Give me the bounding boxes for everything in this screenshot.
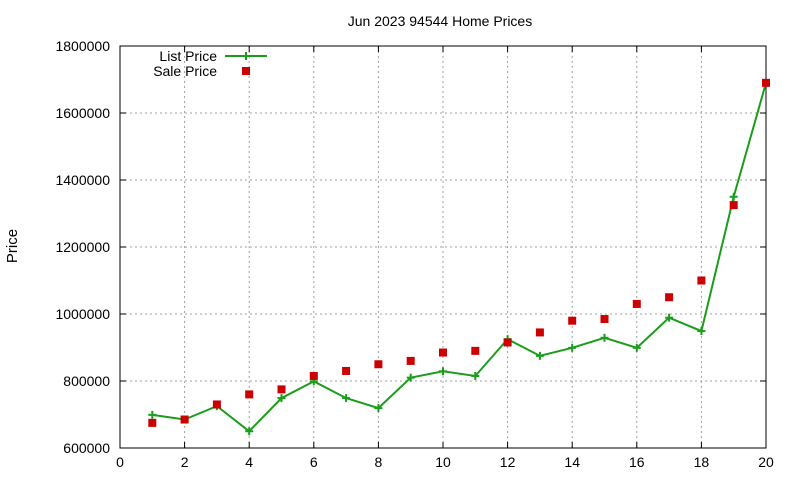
sale-price-point — [180, 415, 189, 424]
sale-price-point — [762, 78, 770, 87]
x-tick-label: 10 — [435, 454, 451, 470]
sale-price-point — [212, 400, 221, 409]
x-tick-label: 6 — [310, 454, 318, 470]
legend-label-sale-price: Sale Price — [153, 63, 217, 79]
list-price-point — [568, 343, 577, 352]
legend-marker-list-price — [242, 52, 250, 60]
list-price-point — [697, 327, 706, 336]
x-tick-label: 12 — [500, 454, 516, 470]
legend-label-list-price: List Price — [159, 48, 217, 64]
x-tick-label: 16 — [629, 454, 645, 470]
y-axis-label: Price — [4, 229, 21, 263]
legend: List Price Sale Price — [153, 48, 267, 79]
list-price-point — [665, 313, 674, 322]
sale-price-point — [697, 276, 706, 285]
series — [148, 78, 770, 436]
list-price-point — [148, 410, 157, 419]
sale-price-point — [406, 356, 415, 365]
list-price-line — [152, 82, 767, 433]
sale-price-point — [471, 346, 480, 355]
sale-price-point — [277, 385, 286, 394]
sale-price-point — [535, 328, 544, 337]
list-price-point — [374, 404, 383, 413]
grid — [120, 46, 766, 448]
list-price-point — [729, 192, 738, 201]
chart-title: Jun 2023 94544 Home Prices — [348, 13, 532, 29]
sale-price-point — [665, 293, 674, 302]
y-tick-label: 1200000 — [55, 239, 110, 255]
sale-price-point — [503, 338, 512, 347]
x-tick-label: 8 — [375, 454, 383, 470]
x-tick-label: 2 — [181, 454, 189, 470]
sale-price-point — [148, 418, 157, 427]
sale-price-point — [632, 299, 641, 308]
sale-price-point — [439, 348, 447, 357]
tick-labels: 0 2 4 6 8 10 12 14 16 18 20 600000 800000 1000000 1200… — [55, 38, 774, 470]
sale-price-point — [374, 360, 383, 369]
x-tick-label: 0 — [116, 454, 124, 470]
sale-price-point — [568, 316, 577, 325]
list-price-point — [439, 367, 447, 376]
list-price-point — [600, 333, 609, 342]
y-tick-label: 1400000 — [55, 172, 110, 188]
x-tick-label: 20 — [758, 454, 774, 470]
sale-price-point — [729, 201, 738, 210]
x-tick-label: 4 — [245, 454, 253, 470]
sale-price-point — [600, 315, 609, 324]
list-price-point — [342, 394, 351, 403]
legend-marker-sale-price — [242, 67, 250, 75]
x-tick-label: 18 — [694, 454, 710, 470]
y-tick-label: 800000 — [63, 373, 110, 389]
list-price-point — [245, 427, 254, 436]
y-tick-label: 1600000 — [55, 105, 110, 121]
list-price-point — [406, 373, 415, 382]
list-price-point — [471, 371, 480, 380]
list-price-point — [535, 351, 544, 360]
sale-price-point — [309, 371, 318, 380]
x-tick-label: 14 — [564, 454, 580, 470]
list-price-point — [277, 394, 286, 403]
sale-price-point — [245, 390, 254, 399]
sale-price-point — [342, 366, 351, 375]
list-price-point — [632, 343, 641, 352]
y-tick-label: 1800000 — [55, 38, 110, 54]
y-tick-label: 1000000 — [55, 306, 110, 322]
y-tick-label: 600000 — [63, 440, 110, 456]
plot-frame — [119, 45, 767, 449]
